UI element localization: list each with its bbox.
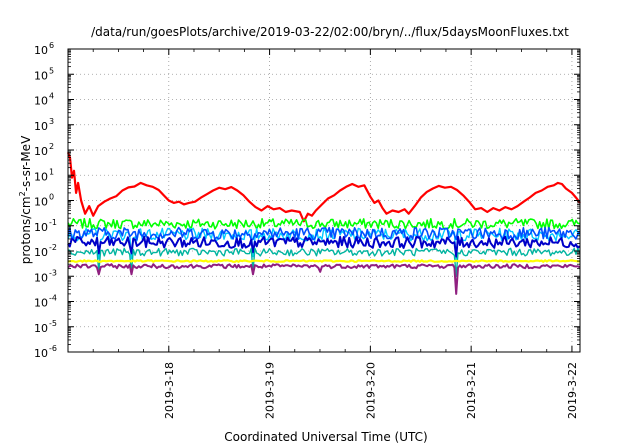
- y-tick-label: 10: [34, 271, 48, 284]
- chart-title: /data/run/goesPlots/archive/2019-03-22/0…: [91, 25, 569, 39]
- y-tick-exponent: 1: [49, 167, 54, 176]
- y-tick-exponent: 2: [49, 142, 54, 151]
- series-line-4: [67, 226, 581, 241]
- y-tick-label: 10: [34, 145, 48, 158]
- series-line-2: [67, 217, 580, 230]
- y-tick-exponent: -1: [49, 218, 57, 227]
- y-tick-exponent: -5: [49, 319, 57, 328]
- y-tick-exponent: 3: [49, 117, 54, 126]
- y-tick-label: 10: [34, 347, 48, 360]
- y-tick-exponent: -6: [49, 344, 57, 353]
- x-tick-label: 2019-3-21: [465, 362, 478, 419]
- x-tick-label: 2019-3-20: [364, 362, 377, 419]
- series-line-1: [66, 152, 581, 223]
- grid-lines: [68, 49, 580, 352]
- y-tick-label: 10: [34, 120, 48, 133]
- series-line-8: [67, 263, 581, 295]
- x-tick-label: 2019-3-18: [163, 362, 176, 419]
- y-axis-label: protons/cm2-s-sr-MeV: [18, 135, 33, 264]
- y-tick-label: 10: [34, 196, 48, 209]
- y-axis-label-rest: -s-sr-MeV: [19, 135, 33, 191]
- x-tick-label: 2019-3-22: [566, 362, 579, 419]
- y-axis-label-exponent: 2: [18, 191, 27, 196]
- y-tick-exponent: -3: [49, 268, 57, 277]
- series-layer: [66, 152, 581, 295]
- y-tick-label: 10: [34, 69, 48, 82]
- y-tick-label: 10: [34, 170, 48, 183]
- y-tick-exponent: -4: [49, 294, 57, 303]
- series-line-7: [67, 259, 580, 263]
- y-tick-label: 10: [34, 297, 48, 310]
- y-axis-ticks: 10 -610 -510 -410 -310 -210 -110 010 110 210 310 41…: [34, 41, 580, 360]
- y-tick-exponent: 5: [49, 66, 54, 75]
- y-tick-label: 10: [34, 246, 48, 259]
- y-tick-exponent: 6: [49, 41, 54, 50]
- x-axis-ticks: 2019-3-18 2019-3-19 2019-3-20 2019-3-21 2019…: [92, 49, 579, 419]
- y-tick-exponent: -2: [49, 243, 57, 252]
- x-tick-label: 2019-3-19: [264, 362, 277, 419]
- x-axis-label: Coordinated Universal Time (UTC): [224, 430, 427, 444]
- y-tick-exponent: 4: [49, 92, 54, 101]
- y-tick-exponent: 0: [49, 193, 54, 202]
- y-axis-label-base: protons/cm: [19, 196, 33, 264]
- y-tick-label: 10: [34, 95, 48, 108]
- series-line-6: [67, 247, 581, 277]
- y-tick-label: 10: [34, 322, 48, 335]
- series-line-5: [67, 235, 581, 258]
- y-tick-label: 10: [34, 44, 48, 57]
- y-tick-label: 10: [34, 221, 48, 234]
